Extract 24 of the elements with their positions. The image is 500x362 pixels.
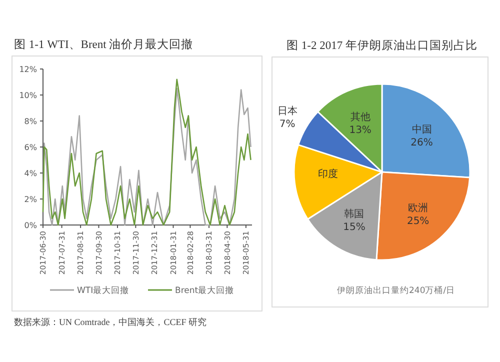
data-label: 26% <box>410 138 433 149</box>
slice-label: 其他 <box>350 110 370 123</box>
slice-label: 欧洲 <box>408 202 428 214</box>
source-note: 数据来源：UN Comtrade，中国海关，CCEF 研究 <box>14 317 206 327</box>
slice-label: 印度 <box>318 168 338 180</box>
y-tick-label: 6% <box>24 142 38 152</box>
y-tick-label: 0% <box>24 220 38 230</box>
legend-label: Brent最大回撤 <box>175 284 234 296</box>
y-tick-label: 2% <box>24 194 38 204</box>
y-tick-label: 10% <box>19 90 38 100</box>
chart-title: 图 1-2 2017 年伊朗原油出口国别占比 <box>286 38 478 52</box>
y-tick-label: 8% <box>24 116 38 126</box>
data-label: 7% <box>279 119 296 130</box>
slice-label: 日本 <box>277 105 298 118</box>
data-label: 25% <box>406 216 430 227</box>
y-tick-label: 4% <box>24 168 38 178</box>
y-tick-label: 12% <box>19 64 38 74</box>
slice-label: 中国 <box>412 124 432 136</box>
slice-label: 韩国 <box>344 208 364 220</box>
data-label: 15% <box>343 222 366 233</box>
text: 伊朗原油出口量约240万桶/日 <box>337 285 456 296</box>
data-label: 13% <box>349 124 372 136</box>
legend-label: WTI最大回撤 <box>77 284 130 296</box>
chart-title: 图 1-1 WTI、Brent 油价月最大回撤 <box>14 38 194 51</box>
